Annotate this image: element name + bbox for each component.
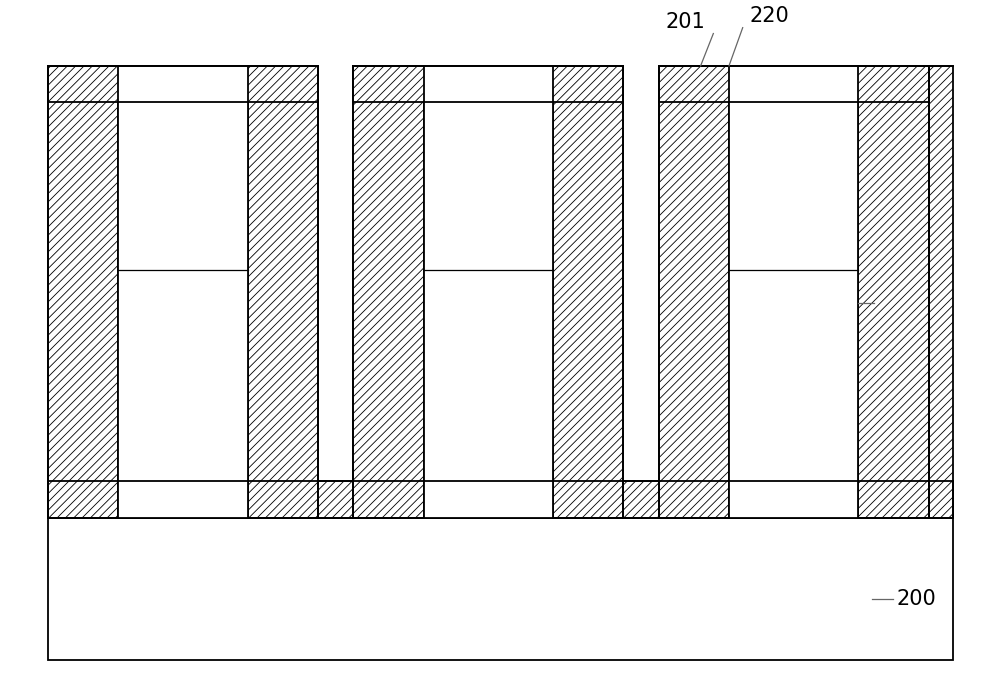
Bar xyxy=(118,66,248,102)
Bar xyxy=(659,66,729,518)
Text: 200: 200 xyxy=(896,589,936,609)
Bar xyxy=(48,518,953,660)
Bar xyxy=(553,66,623,518)
Bar xyxy=(48,66,318,102)
Bar xyxy=(929,66,953,518)
Bar xyxy=(118,66,248,518)
Bar xyxy=(659,66,929,102)
Bar xyxy=(424,66,553,518)
Bar xyxy=(48,481,953,518)
Bar xyxy=(248,66,318,518)
Bar xyxy=(729,66,858,102)
Bar xyxy=(858,66,929,518)
Bar xyxy=(424,66,553,102)
Bar xyxy=(48,518,953,660)
Bar xyxy=(353,66,623,102)
Text: 201: 201 xyxy=(666,12,706,32)
Bar xyxy=(48,66,118,518)
Text: 220: 220 xyxy=(750,6,789,26)
Text: 210: 210 xyxy=(877,293,917,313)
Bar xyxy=(729,66,858,518)
Bar xyxy=(353,66,424,518)
